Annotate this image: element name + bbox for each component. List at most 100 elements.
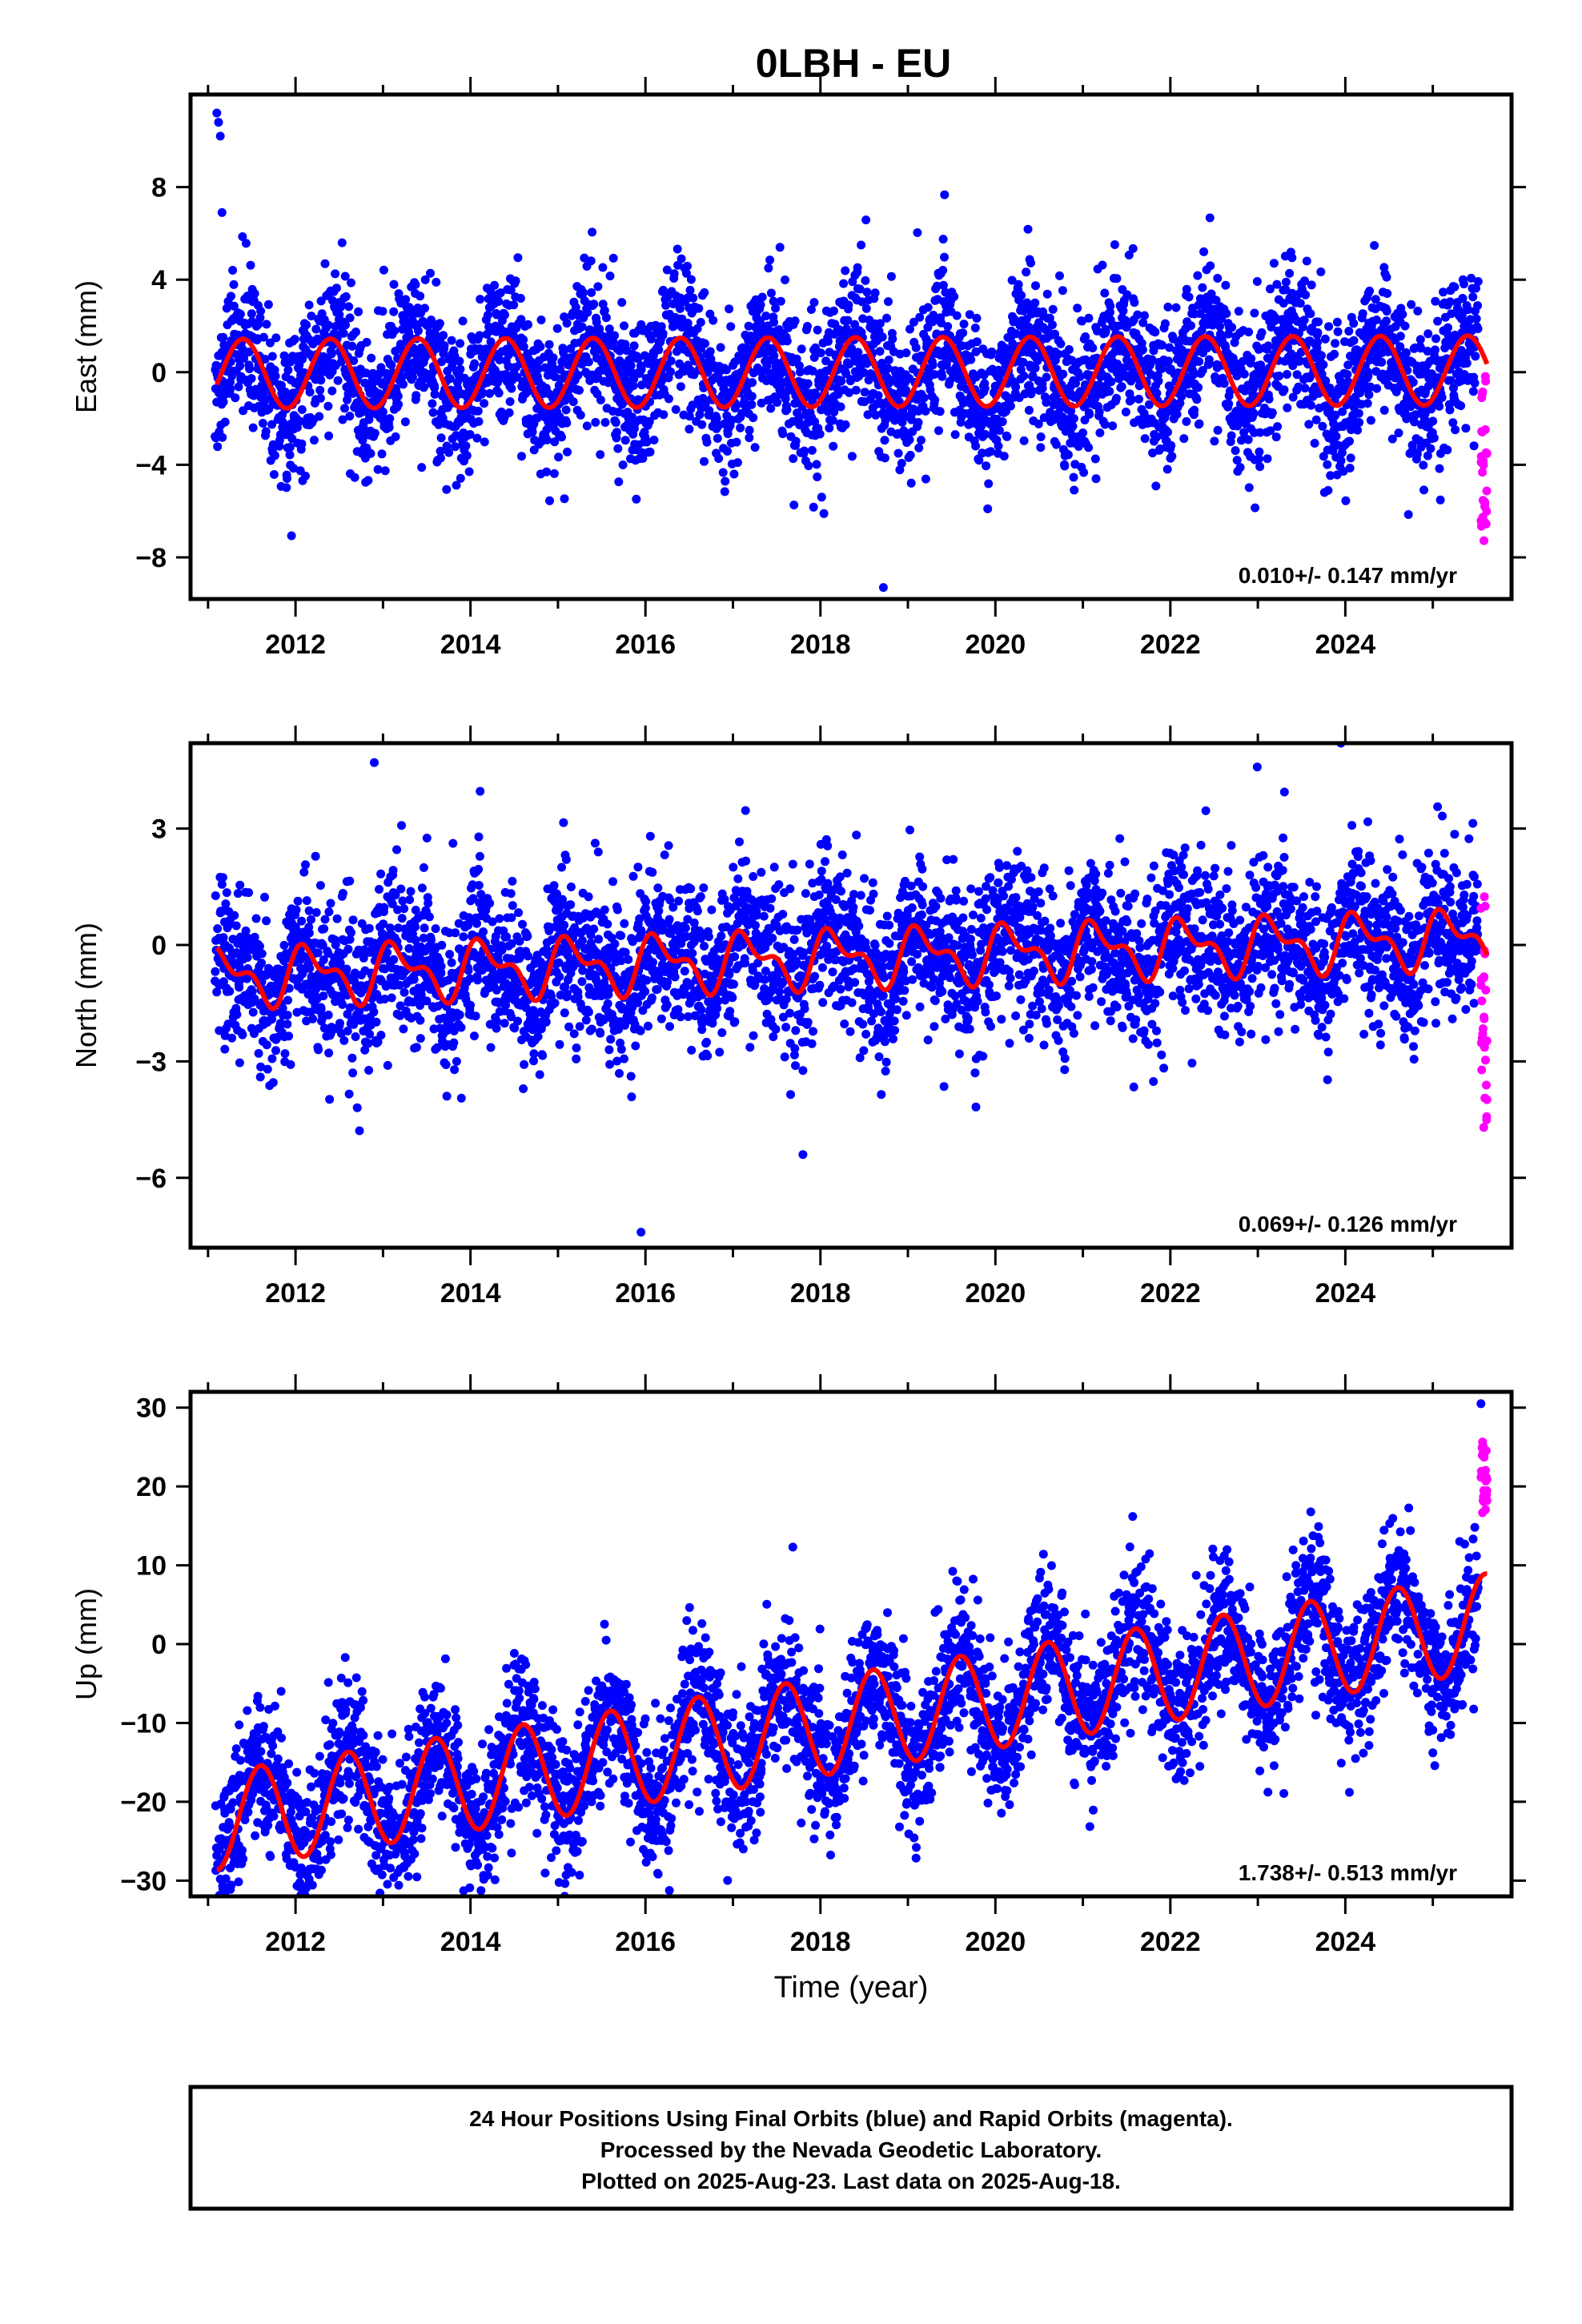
final-orbit-point (337, 238, 347, 247)
final-orbit-point (1206, 261, 1215, 271)
final-orbit-point (681, 268, 691, 278)
final-orbit-point (1162, 408, 1171, 417)
final-orbit-point (860, 388, 869, 397)
final-orbit-point (628, 381, 638, 391)
final-orbit-point (1467, 273, 1476, 283)
final-orbit-point (1088, 344, 1098, 352)
final-orbit-point (1011, 382, 1021, 392)
final-orbit-point (769, 317, 778, 327)
final-orbit-point (723, 447, 732, 456)
final-orbit-point (232, 1010, 242, 1019)
final-orbit-point (1244, 328, 1254, 337)
final-orbit-point (1165, 343, 1174, 352)
final-orbit-point (497, 946, 507, 955)
final-orbit-point (1038, 384, 1047, 393)
final-orbit-point (271, 1046, 280, 1055)
final-orbit-point (1184, 292, 1194, 302)
final-orbit-point (847, 344, 857, 353)
final-orbit-point (1205, 213, 1215, 223)
figure-title: 0LBH - EU (756, 41, 951, 86)
final-orbit-point (836, 402, 845, 412)
final-orbit-point (384, 423, 394, 432)
final-orbit-point (1371, 367, 1381, 376)
final-orbit-point (1279, 299, 1288, 308)
final-orbit-point (211, 967, 220, 976)
final-orbit-point (1412, 449, 1422, 459)
final-orbit-point (455, 1010, 464, 1019)
final-orbit-point (490, 280, 500, 290)
final-orbit-point (1468, 292, 1478, 302)
final-orbit-point (1341, 496, 1351, 505)
final-orbit-point (1319, 360, 1328, 369)
final-orbit-point (1266, 426, 1275, 436)
final-orbit-point (536, 316, 546, 324)
final-orbit-point (1281, 285, 1291, 295)
final-orbit-point (1472, 314, 1481, 324)
final-orbit-point (459, 932, 468, 942)
final-orbit-point (601, 313, 611, 323)
final-orbit-point (428, 408, 438, 417)
final-orbit-point (422, 996, 432, 1006)
final-orbit-point (1429, 433, 1439, 443)
final-orbit-point (1473, 301, 1483, 311)
final-orbit-point (506, 285, 516, 295)
final-orbit-point (247, 987, 257, 996)
final-orbit-point (756, 300, 765, 310)
final-orbit-point (1304, 420, 1314, 429)
final-orbit-point (675, 359, 685, 368)
final-orbit-point (706, 354, 716, 364)
final-orbit-point (1346, 453, 1355, 463)
final-orbit-point (508, 876, 517, 886)
final-orbit-point (1317, 351, 1326, 360)
final-orbit-point (1110, 240, 1119, 249)
final-orbit-point (578, 287, 588, 297)
final-orbit-point (1431, 296, 1440, 306)
final-orbit-point (1219, 379, 1229, 388)
final-orbit-point (263, 1064, 272, 1074)
final-orbit-point (789, 454, 798, 464)
final-orbit-point (315, 881, 325, 891)
final-orbit-point (981, 429, 990, 439)
final-orbit-point (319, 955, 328, 964)
final-orbit-point (485, 899, 495, 908)
final-orbit-point (1048, 320, 1057, 330)
final-orbit-point (1416, 344, 1426, 353)
final-orbit-point (861, 275, 870, 285)
final-orbit-point (1164, 356, 1174, 366)
final-orbit-point (562, 418, 572, 428)
final-orbit-point (1299, 316, 1309, 325)
final-orbit-point (286, 1059, 295, 1069)
final-orbit-point (720, 487, 729, 497)
final-orbit-point (436, 453, 445, 463)
final-orbit-point (432, 277, 441, 287)
final-orbit-point (971, 347, 981, 356)
final-orbit-point (266, 338, 275, 348)
final-orbit-point (700, 287, 709, 297)
final-orbit-point (1017, 291, 1026, 300)
final-orbit-point (769, 351, 779, 360)
final-orbit-point (661, 300, 671, 310)
final-orbit-point (1349, 336, 1359, 345)
final-orbit-point (809, 502, 818, 512)
final-orbit-point (277, 380, 286, 390)
final-orbit-point (392, 845, 401, 854)
final-orbit-point (666, 367, 675, 376)
final-orbit-point (289, 464, 298, 473)
final-orbit-point (983, 504, 993, 513)
final-orbit-point (725, 304, 734, 314)
final-orbit-point (1255, 454, 1263, 464)
final-orbit-point (396, 884, 406, 894)
final-orbit-point (654, 345, 664, 355)
final-orbit-point (1028, 371, 1038, 380)
final-orbit-point (396, 1011, 405, 1020)
final-orbit-point (1054, 349, 1063, 359)
final-orbit-point (823, 336, 833, 346)
final-orbit-point (387, 360, 396, 370)
final-orbit-point (588, 227, 597, 237)
final-orbit-point (915, 312, 925, 322)
final-orbit-point (577, 322, 587, 332)
final-orbit-point (345, 412, 355, 421)
final-orbit-point (718, 468, 728, 477)
final-orbit-point (1306, 309, 1315, 319)
